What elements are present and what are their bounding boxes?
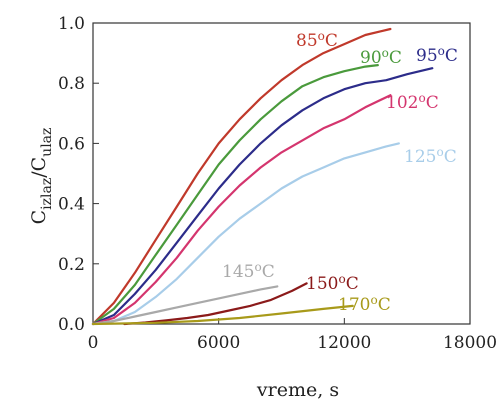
y-tick-label: 0.8 [58,74,85,94]
plot-frame [92,22,471,325]
y-axis-title-sep: /C [28,157,50,178]
series-line-95 [91,67,434,326]
y-axis-title: Cizlaz/Culaz [28,128,55,225]
y-tick-label: 0.6 [58,134,85,154]
series-line-90 [91,63,379,326]
y-tick-label: 1.0 [58,14,85,34]
series-label-90: 90oC [360,46,402,68]
series-label-150: 150oC [306,272,359,294]
series-line-170 [91,304,354,326]
series-label-125: 125oC [404,145,457,167]
y-tick-label: 0.4 [58,195,85,215]
series-label-95: 95oC [416,44,458,66]
series-label-145: 145oC [222,260,275,282]
series-line-145 [91,285,279,326]
series-line-85 [91,27,392,326]
series-line-102 [91,94,392,326]
y-axis-title-main: C [28,210,50,225]
series-label-102: 102oC [386,91,439,113]
tick-labels: 0 6000 12000 18000 0.0 0.2 0.4 0.6 0.8 1.0 [58,14,497,353]
x-axis-title: vreme, s [256,379,339,401]
y-tick-label: 0.2 [58,255,85,275]
y-axis-title-sub1: izlaz [39,178,55,210]
y-tick-label: 0.0 [58,315,85,335]
axes [92,22,471,325]
x-tick-label: 12000 [317,333,371,353]
series-lines [91,27,434,326]
y-axis-title-sub2: ulaz [39,128,55,157]
x-tick-label: 18000 [443,333,497,353]
x-tick-label: 6000 [197,333,240,353]
series-label-85: 85oC [296,29,338,51]
plot-area [92,22,471,325]
series-line-125 [91,142,400,326]
x-tick-label: 0 [88,333,99,353]
series-label-170: 170oC [338,293,391,315]
series-line-150 [123,282,308,326]
